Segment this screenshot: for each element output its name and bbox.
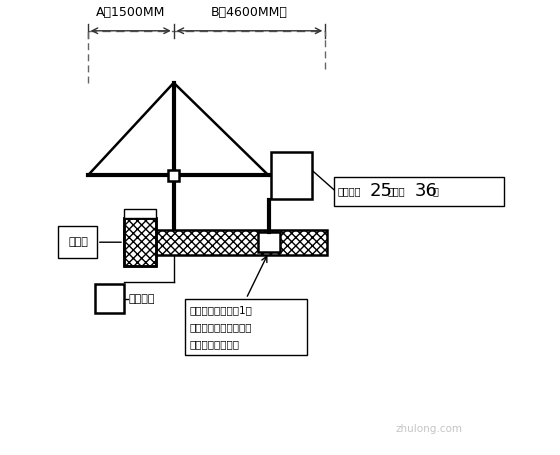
Bar bbox=[334, 177, 504, 206]
Bar bbox=[185, 299, 307, 355]
Text: 受力面积来分散力: 受力面积来分散力 bbox=[189, 339, 240, 349]
Text: 公斤共: 公斤共 bbox=[388, 186, 405, 196]
Text: A（1500MM: A（1500MM bbox=[96, 6, 165, 20]
Bar bbox=[168, 170, 179, 181]
Bar bbox=[124, 218, 156, 266]
Text: 前、后支架底部坙1定: 前、后支架底部坙1定 bbox=[189, 305, 253, 315]
Text: B（4600MM）: B（4600MM） bbox=[211, 6, 288, 20]
Bar bbox=[124, 218, 156, 266]
Bar bbox=[271, 152, 312, 199]
Text: 25: 25 bbox=[370, 182, 393, 200]
Text: 36: 36 bbox=[415, 182, 437, 200]
Bar bbox=[258, 232, 279, 253]
Bar bbox=[124, 209, 156, 218]
Text: 配重每块: 配重每块 bbox=[338, 186, 361, 196]
Text: 厅度和宽度的木板增加: 厅度和宽度的木板增加 bbox=[189, 322, 252, 332]
Text: 块: 块 bbox=[433, 186, 438, 196]
Bar bbox=[124, 218, 156, 266]
Bar bbox=[58, 227, 97, 258]
Text: 女儿墙: 女儿墙 bbox=[69, 237, 88, 247]
Bar bbox=[124, 230, 328, 255]
Bar bbox=[95, 284, 124, 313]
Text: 电动吸篮: 电动吸篮 bbox=[128, 294, 155, 304]
Text: zhulong.com: zhulong.com bbox=[396, 424, 463, 434]
